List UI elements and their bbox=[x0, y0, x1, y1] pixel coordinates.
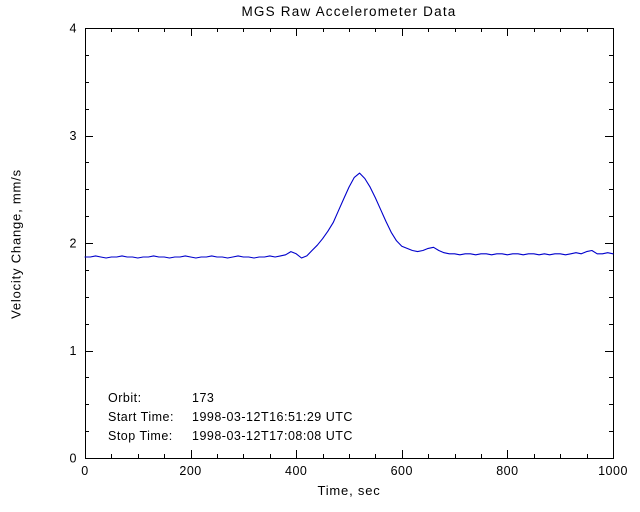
annotation-stop-time-row: Stop Time: 1998-03-12T17:08:08 UTC bbox=[108, 427, 353, 446]
svg-text:200: 200 bbox=[179, 464, 201, 478]
velocity-line bbox=[84, 172, 614, 259]
annotation-orbit-row: Orbit: 173 bbox=[108, 389, 353, 408]
tick-labels: 0 200 400 600 800 1000 0 1 2 3 4 bbox=[70, 22, 628, 479]
svg-text:2: 2 bbox=[70, 237, 77, 251]
annotation-start-time-row: Start Time: 1998-03-12T16:51:29 UTC bbox=[108, 408, 353, 427]
svg-text:1000: 1000 bbox=[598, 464, 628, 478]
svg-text:3: 3 bbox=[70, 129, 77, 143]
annotation-stop-time-value: 1998-03-12T17:08:08 UTC bbox=[192, 429, 353, 443]
svg-text:600: 600 bbox=[391, 464, 413, 478]
svg-text:0: 0 bbox=[70, 452, 77, 466]
annotation-orbit-value: 173 bbox=[192, 391, 215, 405]
axes bbox=[85, 28, 614, 459]
svg-text:4: 4 bbox=[70, 22, 77, 36]
annotation-start-time-value: 1998-03-12T16:51:29 UTC bbox=[192, 410, 353, 424]
x-axis-label: Time, sec bbox=[317, 483, 381, 498]
annotation-start-time-label: Start Time: bbox=[108, 410, 174, 424]
annotation-block: Orbit: 173 Start Time: 1998-03-12T16:51:… bbox=[108, 389, 353, 446]
chart-title: MGS Raw Accelerometer Data bbox=[241, 4, 457, 19]
annotation-stop-time-label: Stop Time: bbox=[108, 429, 173, 443]
svg-text:0: 0 bbox=[81, 464, 88, 478]
svg-text:800: 800 bbox=[496, 464, 518, 478]
svg-text:1: 1 bbox=[70, 344, 77, 358]
svg-text:400: 400 bbox=[285, 464, 307, 478]
y-axis-label: Velocity Change, mm/s bbox=[8, 169, 24, 319]
annotation-orbit-label: Orbit: bbox=[108, 391, 142, 405]
